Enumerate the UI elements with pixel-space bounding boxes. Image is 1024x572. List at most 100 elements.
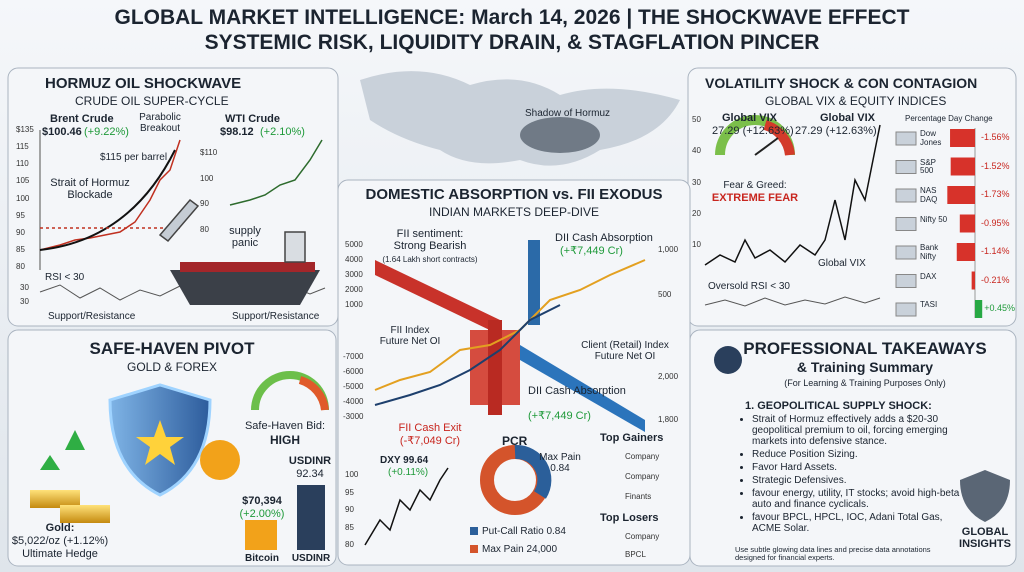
dxy-tick: 100 bbox=[345, 470, 359, 479]
gainer: Finants bbox=[625, 492, 652, 501]
support-left: Support/Resistance bbox=[48, 311, 136, 322]
wti-label: WTI Crude bbox=[225, 113, 280, 125]
dii-label: DII Cash Absorption bbox=[555, 232, 653, 244]
fear-value: EXTREME FEAR bbox=[711, 192, 799, 204]
wti-tick: 90 bbox=[200, 199, 209, 209]
dxy-label: DXY 99.64 bbox=[380, 455, 429, 466]
flag bbox=[895, 188, 917, 203]
dxy-tick: 90 bbox=[345, 505, 354, 514]
rsi-tick: 30 bbox=[20, 297, 29, 306]
bid-value: HIGH bbox=[270, 433, 300, 447]
wti-tick: 100 bbox=[200, 173, 214, 183]
safe-subtitle: GOLD & FOREX bbox=[126, 360, 218, 374]
loser: BPCL bbox=[625, 550, 646, 559]
index-name: Nifty 50 bbox=[920, 214, 948, 224]
brent-tick: 100 bbox=[16, 193, 30, 203]
btc-axis: Bitcoin bbox=[245, 553, 279, 564]
right-tick: 1,000 bbox=[658, 245, 679, 254]
left-tick: 5000 bbox=[345, 240, 363, 249]
index-change: -1.52% bbox=[981, 160, 1010, 171]
index-name: TASI bbox=[920, 300, 938, 309]
usdinr-value: 92.34 bbox=[296, 468, 324, 480]
gainers-title: Top Gainers bbox=[600, 432, 664, 444]
fii-exit-value: (-₹7,049 Cr) bbox=[399, 435, 461, 447]
indices-title: Percentage Day Change bbox=[905, 114, 993, 123]
losers-title: Top Losers bbox=[600, 512, 659, 524]
gainer: Company bbox=[625, 452, 660, 461]
index-change: -1.73% bbox=[981, 189, 1010, 199]
brent-tick: 90 bbox=[16, 227, 25, 237]
index-change: -1.56% bbox=[981, 132, 1010, 142]
gold-label: Gold: bbox=[45, 522, 75, 534]
dii-value: (+₹7,449 Cr) bbox=[560, 245, 623, 257]
dii-value-2: (+₹7,449 Cr) bbox=[528, 410, 591, 422]
vix-tick: 20 bbox=[692, 208, 701, 218]
dxy-tick: 85 bbox=[345, 522, 354, 532]
btc-price: $70,394 bbox=[242, 495, 282, 507]
takeaway-bullet: Strait of Hormuz effectively adds a $20-… bbox=[752, 414, 972, 447]
index-bar bbox=[971, 271, 975, 290]
flag bbox=[895, 217, 917, 231]
vix-value-2: 27.29 (+12.63%) bbox=[795, 125, 877, 137]
title: GLOBAL MARKET INTELLIGENCE: March 14, 20… bbox=[114, 6, 910, 29]
vix-tick: 10 bbox=[692, 240, 701, 249]
vol-subtitle: GLOBAL VIX & EQUITY INDICES bbox=[765, 94, 947, 108]
map-label: Shadow of Hormuz bbox=[525, 108, 611, 119]
takeaway-bullet: favour energy, utility, IT stocks; avoid… bbox=[752, 488, 972, 510]
vix-charts bbox=[704, 115, 976, 318]
fii-exit: FII Cash Exit bbox=[398, 422, 462, 434]
takeaway-bullet: Reduce Position Sizing. bbox=[752, 449, 972, 460]
brent-tick: $135 bbox=[16, 125, 34, 134]
dii-label-2: DII Cash Absorption bbox=[528, 385, 626, 397]
flag bbox=[895, 160, 917, 174]
logo-shield bbox=[960, 470, 1010, 522]
fii-index: FII Index Future Net OI bbox=[379, 325, 441, 347]
vix-label-2: Global VIX bbox=[820, 112, 876, 124]
brent-label: Brent Crude bbox=[50, 113, 114, 125]
rsi: RSI < 30 bbox=[45, 272, 85, 283]
takeaways-heading: 1. GEOPOLITICAL SUPPLY SHOCK: bbox=[745, 400, 932, 412]
safe-haven-art bbox=[30, 371, 329, 550]
per-barrel: $115 per barrel bbox=[100, 152, 168, 163]
wti-price: $98.12 bbox=[220, 126, 254, 138]
short-contracts: (1.64 Lakh short contracts) bbox=[382, 255, 478, 264]
brent-tick: 110 bbox=[16, 159, 29, 169]
legend-pcr: Put-Call Ratio 0.84 bbox=[482, 526, 566, 537]
index-change: -1.14% bbox=[981, 246, 1010, 256]
brent-tick: 80 bbox=[16, 262, 25, 271]
index-name: Dow Jones bbox=[920, 129, 942, 147]
oil-subtitle: CRUDE OIL SUPER-CYCLE bbox=[75, 94, 229, 108]
takeaway-bullet: favour BPCL, HPCL, IOC, Adani Total Gas,… bbox=[752, 512, 972, 534]
left-tick: 1000 bbox=[345, 300, 363, 309]
rsi-tick: 30 bbox=[20, 283, 29, 292]
wti-tick: $110 bbox=[200, 148, 218, 157]
pcr: PCR bbox=[502, 434, 528, 448]
loser: Company bbox=[625, 532, 660, 541]
takeaways-footer: Use subtle glowing data lines and precis… bbox=[735, 545, 931, 563]
domestic-title: DOMESTIC ABSORPTION vs. FII EXODUS bbox=[365, 186, 663, 203]
gold-value: $5,022/oz (+1.12%) bbox=[11, 535, 109, 547]
usdinr-axis: USDINR bbox=[291, 553, 331, 564]
index-name: DAX bbox=[920, 271, 937, 281]
left-tick: 2000 bbox=[345, 285, 363, 294]
parabolic: Parabolic Breakout bbox=[139, 112, 181, 134]
flag bbox=[895, 274, 917, 288]
bid-label: Safe-Haven Bid: bbox=[244, 420, 326, 432]
vix-tick: 40 bbox=[692, 146, 701, 156]
index-change: -0.95% bbox=[981, 217, 1010, 228]
right-tick: 2,000 bbox=[658, 372, 679, 381]
oil-charts bbox=[39, 130, 326, 305]
legend-pain: Max Pain 24,000 bbox=[482, 544, 558, 555]
dxy-tick: 80 bbox=[345, 540, 354, 549]
support-right: Support/Resistance bbox=[232, 311, 320, 322]
supply-panic: supply panic bbox=[229, 225, 261, 250]
index-name: S&P 500 bbox=[920, 157, 936, 176]
index-bar bbox=[975, 300, 983, 318]
vix-label: Global VIX bbox=[722, 112, 778, 124]
index-bar bbox=[947, 186, 975, 204]
client-index: Client (Retail) Index Future Net OI bbox=[581, 340, 669, 362]
index-bar bbox=[956, 243, 975, 261]
wti-change: (+2.10%) bbox=[260, 126, 305, 138]
